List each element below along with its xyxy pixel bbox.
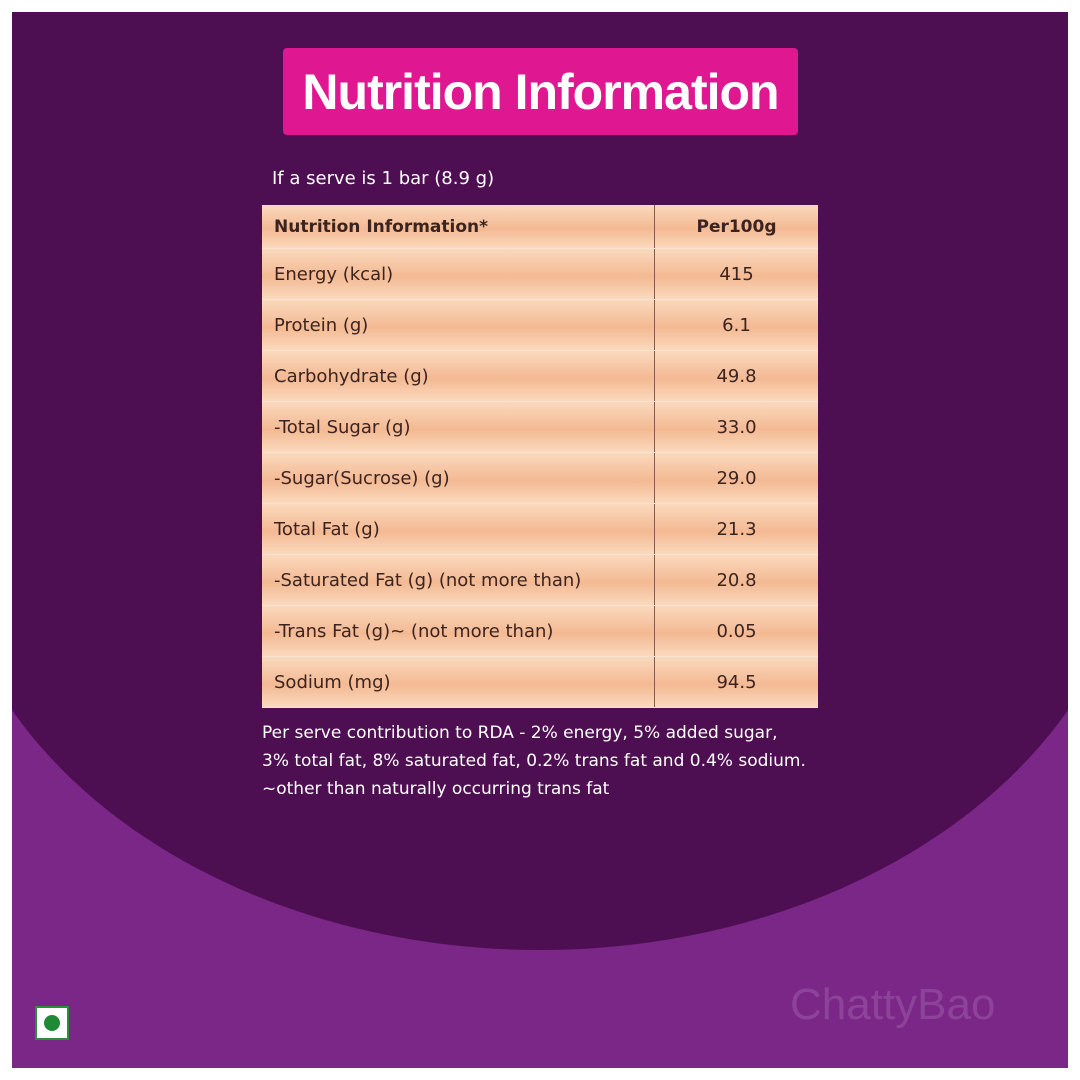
value-cell: 94.5: [716, 671, 757, 693]
header-cell: Nutrition Information*: [262, 205, 655, 248]
label-cell: Total Fat (g): [262, 504, 655, 554]
table-row: -Trans Fat (g)~ (not more than) 0.05: [262, 606, 818, 657]
table-row: Sodium (mg) 94.5: [262, 657, 818, 708]
label-cell: -Saturated Fat (g) (not more than): [262, 555, 655, 605]
title: Nutrition Information: [302, 63, 779, 120]
table-header: Nutrition Information* Per100g: [262, 205, 818, 249]
watermark: ChattyBao: [790, 980, 996, 1029]
table-row: Total Fat (g) 21.3: [262, 504, 818, 555]
value-cell: 0.05: [716, 620, 757, 642]
label-cell: Protein (g): [262, 300, 655, 350]
title-box: Nutrition Information: [283, 48, 798, 135]
label-cell: Carbohydrate (g): [262, 351, 655, 401]
table-row: -Sugar(Sucrose) (g) 29.0: [262, 453, 818, 504]
value-cell: 29.0: [716, 467, 757, 489]
value-cell: 20.8: [716, 569, 757, 591]
table-row: Carbohydrate (g) 49.8: [262, 351, 818, 402]
value-cell: 415: [719, 263, 754, 285]
value-cell: 49.8: [716, 365, 757, 387]
table-row: -Total Sugar (g) 33.0: [262, 402, 818, 453]
value-cell: 21.3: [716, 518, 757, 540]
value-cell: 33.0: [716, 416, 757, 438]
label-cell: Energy (kcal): [262, 249, 655, 299]
veg-symbol: [35, 1006, 69, 1040]
footnote: Per serve contribution to RDA - 2% energ…: [262, 723, 778, 743]
table-row: -Saturated Fat (g) (not more than) 20.8: [262, 555, 818, 606]
label-cell: -Trans Fat (g)~ (not more than): [262, 606, 655, 656]
label-cell: -Sugar(Sucrose) (g): [262, 453, 655, 503]
header-cell: Per100g: [696, 216, 777, 237]
label-cell: Sodium (mg): [262, 657, 655, 707]
label-cell: -Total Sugar (g): [262, 402, 655, 452]
table-row: Protein (g) 6.1: [262, 300, 818, 351]
nutrition-table: Nutrition Information* Per100g Energy (kca…: [262, 205, 818, 708]
footnote: 3% total fat, 8% saturated fat, 0.2% tra…: [262, 751, 806, 771]
value-cell: 6.1: [722, 314, 751, 336]
serving-size: If a serve is 1 bar (8.9 g): [272, 168, 495, 189]
table-row: Energy (kcal) 415: [262, 249, 818, 300]
footnote: ~other than naturally occurring trans fa…: [262, 779, 610, 799]
